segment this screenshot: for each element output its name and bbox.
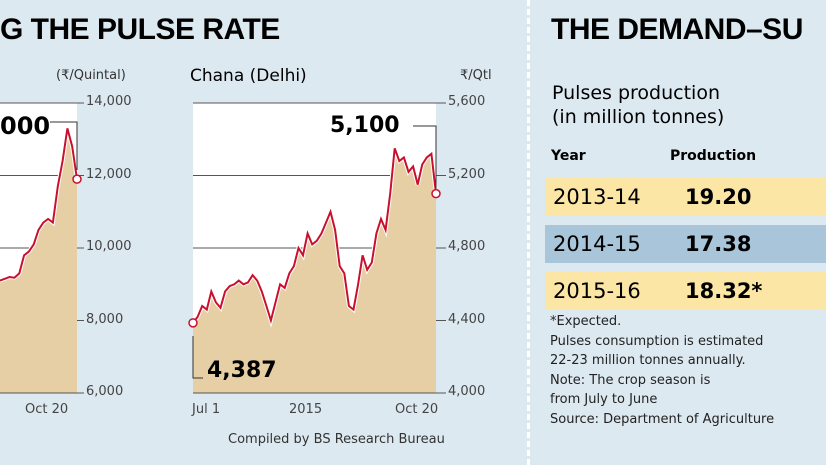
- table-row: 2015-16 18.32*: [545, 272, 826, 310]
- note-line: Source: Department of Agriculture: [550, 411, 775, 427]
- start-marker: [188, 318, 198, 328]
- chana-ylabel: ₹/Qtl: [460, 68, 492, 83]
- ytick-label: 8,000: [86, 311, 124, 327]
- area-fill: [193, 148, 436, 393]
- row-year: 2014-15: [553, 232, 641, 256]
- row-production: 18.32*: [685, 279, 763, 303]
- chana-end-annotation: 5,100: [330, 113, 400, 138]
- ytick-label: 5,200: [448, 166, 486, 182]
- end-marker: [72, 174, 82, 184]
- row-year: 2013-14: [553, 185, 641, 209]
- table-row: 2013-14 19.20: [545, 178, 826, 216]
- chana-xtick-jul: Jul 1: [192, 402, 221, 417]
- left-xtick: Oct 20: [25, 402, 69, 417]
- table-row: 2014-15 17.38: [545, 225, 826, 263]
- ytick-label: 4,400: [448, 311, 486, 327]
- ytick-label: 10,000: [86, 239, 132, 254]
- chana-xtick-2015: 2015: [289, 402, 323, 417]
- row-production: 19.20: [685, 185, 752, 209]
- col-year: Year: [551, 148, 586, 164]
- row-production: 17.38: [685, 232, 752, 256]
- chana-title: Chana (Delhi): [190, 66, 307, 86]
- table-subtitle-2: (in million tonnes): [552, 106, 725, 128]
- data-line: [0, 128, 78, 282]
- divider: [527, 0, 530, 465]
- ytick-label: 12,000: [86, 166, 132, 182]
- col-production: Production: [670, 148, 757, 164]
- ytick-label: 5,600: [448, 94, 486, 109]
- end-marker: [431, 188, 441, 199]
- note-line: from July to June: [550, 392, 658, 407]
- note-line: *Expected.: [550, 314, 622, 329]
- ytick-label: 14,000: [86, 94, 132, 109]
- note-line: Pulses consumption is estimated: [550, 333, 764, 349]
- note-line: Note: The crop season is: [550, 372, 711, 388]
- ytick-label: 4,000: [448, 384, 486, 399]
- right-title: THE DEMAND–SU: [551, 13, 803, 46]
- ytick-label: 6,000: [86, 384, 124, 399]
- row-year: 2015-16: [553, 279, 641, 303]
- table-subtitle-1: Pulses production: [552, 82, 720, 104]
- start-leader: [192, 336, 203, 379]
- left-title: G THE PULSE RATE: [0, 13, 280, 46]
- note-line: 22-23 million tonnes annually.: [550, 353, 746, 368]
- credit: Compiled by BS Research Bureau: [228, 432, 445, 447]
- left-ylabel: (₹/Quintal): [56, 68, 126, 83]
- charts-svg: [0, 102, 446, 394]
- ytick-label: 4,800: [448, 239, 486, 254]
- left-leader: [50, 121, 78, 170]
- data-line: [192, 147, 437, 325]
- chana-xtick-oct: Oct 20: [395, 402, 439, 417]
- left-annotation: 000: [0, 112, 51, 140]
- chana-start-annotation: 4,387: [207, 358, 277, 383]
- end-leader: [413, 125, 437, 189]
